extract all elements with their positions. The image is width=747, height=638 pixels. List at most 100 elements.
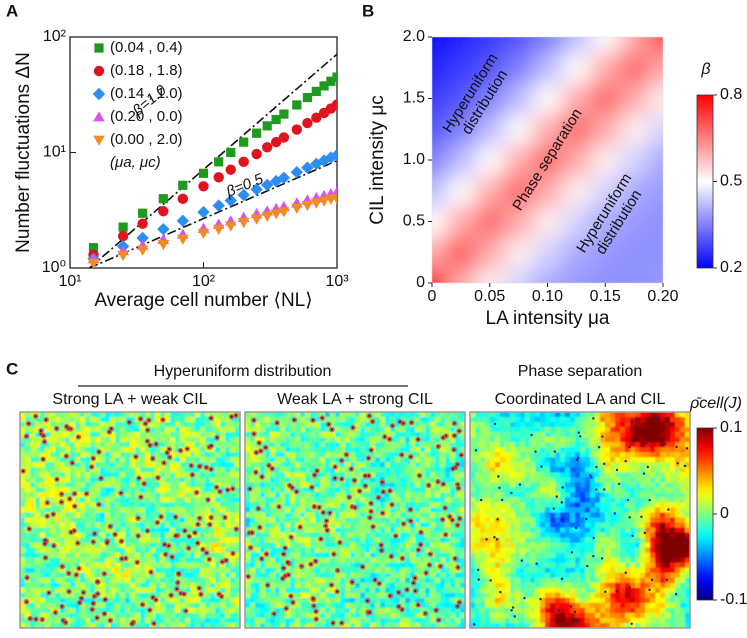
field-cell	[65, 487, 71, 493]
field-cell	[25, 507, 31, 513]
field-cell	[185, 427, 191, 433]
field-cell	[105, 587, 111, 594]
field-cell	[50, 622, 56, 628]
field-cell	[485, 482, 491, 488]
field-cell	[325, 557, 331, 564]
field-cell	[75, 437, 81, 443]
marker	[270, 209, 282, 220]
cell-dot	[190, 464, 193, 467]
field-cell	[360, 587, 366, 594]
field-cell	[195, 597, 201, 604]
field-cell	[175, 497, 181, 503]
field-cell	[80, 552, 86, 559]
field-cell	[55, 567, 61, 574]
cell-dot	[142, 482, 146, 485]
field-cell	[205, 567, 211, 574]
field-cell	[135, 582, 141, 589]
field-cell	[185, 577, 191, 584]
field-cell	[470, 597, 476, 604]
field-cell	[70, 452, 76, 458]
field-cell	[220, 607, 226, 614]
field-cell	[440, 477, 446, 483]
field-cell	[315, 412, 321, 418]
field-cell	[100, 412, 106, 418]
field-cell	[150, 552, 156, 559]
field-cell	[180, 477, 186, 483]
field-cell	[50, 467, 56, 473]
reference-line	[89, 159, 337, 268]
field-cell	[40, 497, 46, 503]
field-cell	[285, 427, 291, 433]
cell-dot	[210, 444, 213, 448]
field-cell	[375, 542, 381, 549]
field-cell	[115, 502, 121, 508]
field-cell	[285, 412, 291, 418]
field-cell	[265, 492, 271, 498]
field-cell	[20, 437, 26, 443]
field-cell	[495, 512, 501, 518]
field-cell	[130, 607, 136, 614]
field-cell	[440, 432, 446, 438]
field-cell	[135, 587, 141, 594]
field-cell	[50, 482, 56, 488]
field-cell	[350, 562, 356, 569]
field-cell	[195, 457, 201, 463]
field-cell	[410, 567, 416, 574]
heatmap-cell	[432, 206, 447, 238]
field-cell	[230, 577, 236, 584]
field-cell	[425, 582, 431, 589]
cell-dot	[309, 563, 313, 566]
field-cell	[110, 472, 116, 478]
field-cell	[145, 592, 151, 599]
field-cell	[65, 492, 71, 498]
field-cell	[495, 412, 501, 418]
field-cell	[365, 587, 371, 594]
field-cell	[345, 547, 351, 554]
field-cell	[25, 487, 31, 493]
field-cell	[265, 417, 271, 423]
field-cell	[260, 567, 266, 574]
cell-dot	[97, 450, 101, 454]
field-cell	[345, 502, 351, 508]
field-cell	[315, 577, 321, 584]
field-cell	[395, 552, 401, 559]
field-cell	[325, 617, 331, 624]
field-cell	[130, 552, 136, 559]
field-cell	[180, 622, 186, 628]
field-cell	[210, 437, 216, 443]
field-cell	[455, 542, 461, 549]
field-cell	[435, 562, 441, 569]
field-cell	[420, 512, 426, 518]
marker	[319, 81, 329, 91]
field-cell	[130, 527, 136, 533]
field-cell	[295, 522, 301, 528]
field-cell	[490, 597, 496, 604]
cell-dot	[198, 465, 201, 468]
field-cells	[470, 412, 690, 628]
field-cell	[90, 622, 96, 628]
field-cell	[335, 412, 341, 418]
field-cell	[385, 447, 391, 453]
field-cell	[280, 557, 286, 564]
field-cell	[450, 577, 456, 584]
field-cell	[190, 427, 196, 433]
field-cell	[170, 582, 176, 589]
field-cell	[360, 462, 366, 468]
field-cell	[330, 527, 336, 533]
field-cell	[120, 607, 126, 614]
field-cell	[205, 532, 211, 538]
field-cell	[60, 587, 66, 594]
field-cell	[305, 597, 311, 604]
field-cell	[160, 467, 166, 473]
field-cell	[45, 547, 51, 554]
field-cell	[55, 492, 61, 498]
field-cell	[440, 552, 446, 559]
field-cell	[325, 477, 331, 483]
field-cell	[75, 577, 81, 584]
field-cell	[220, 412, 226, 418]
field-cell	[150, 572, 156, 579]
field-cell	[165, 427, 171, 433]
field-cell	[65, 562, 71, 569]
field-cell	[485, 562, 491, 569]
field-cell	[475, 477, 481, 483]
